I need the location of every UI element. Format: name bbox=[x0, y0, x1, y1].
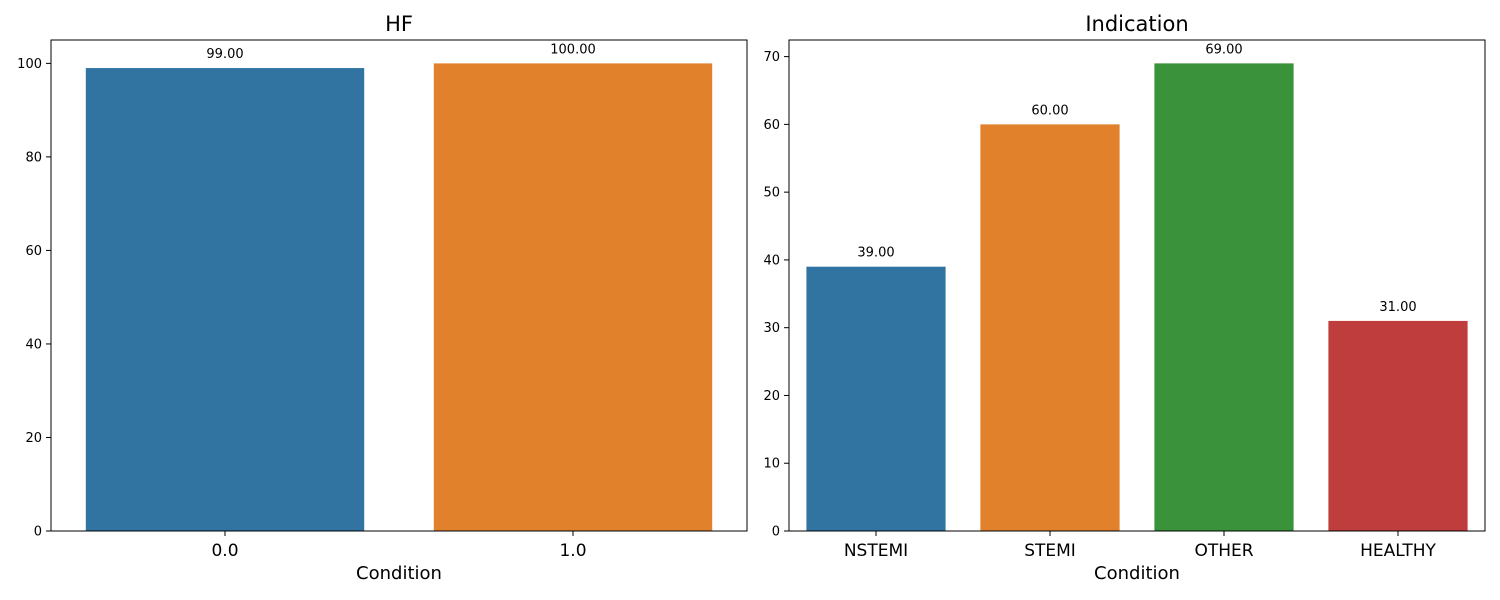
chart-hf: 99.00 0.0 100.00 1.0 0 20 40 60 80 100 HF Condition bbox=[17, 12, 748, 584]
y-tick-label: 60 bbox=[25, 244, 42, 259]
data-label: 99.00 bbox=[206, 47, 243, 62]
x-tick-label: OTHER bbox=[1194, 541, 1253, 561]
x-axis-label: Condition bbox=[1094, 563, 1180, 584]
y-tick-label: 20 bbox=[25, 431, 42, 446]
x-tick-label: 0.0 bbox=[211, 541, 238, 561]
y-tick-label: 0 bbox=[772, 525, 780, 540]
chart-title: HF bbox=[385, 12, 413, 36]
bar-stemi bbox=[980, 124, 1120, 531]
y-tick-label: 30 bbox=[763, 321, 780, 336]
x-tick-label: NSTEMI bbox=[844, 541, 908, 561]
bar-other bbox=[1154, 63, 1294, 531]
x-tick-label: HEALTHY bbox=[1360, 541, 1436, 561]
data-label: 31.00 bbox=[1379, 300, 1416, 315]
chart-indication: 39.00 NSTEMI 60.00 STEMI 69.00 OTHER 31.00 HEAL… bbox=[763, 12, 1486, 584]
y-tick-label: 80 bbox=[25, 150, 42, 165]
bar-nstemi bbox=[806, 266, 946, 531]
x-tick-label: STEMI bbox=[1024, 541, 1076, 561]
data-label: 39.00 bbox=[857, 246, 894, 261]
y-tick-label: 70 bbox=[763, 50, 780, 65]
chart-title: Indication bbox=[1085, 12, 1188, 36]
y-tick-label: 60 bbox=[763, 118, 780, 133]
plot-frame bbox=[788, 39, 1486, 532]
bar-healthy bbox=[1328, 320, 1468, 531]
y-tick-label: 0 bbox=[34, 525, 42, 540]
y-tick-label: 40 bbox=[763, 253, 780, 268]
data-label: 100.00 bbox=[550, 42, 596, 57]
x-tick-label: 1.0 bbox=[559, 541, 586, 561]
bar-0-0 bbox=[85, 68, 365, 532]
data-label: 60.00 bbox=[1031, 103, 1068, 118]
x-axis-label: Condition bbox=[356, 563, 442, 584]
data-label: 69.00 bbox=[1205, 42, 1242, 57]
y-tick-label: 10 bbox=[763, 457, 780, 472]
y-tick-label: 40 bbox=[25, 337, 42, 352]
bar-1-0 bbox=[433, 63, 713, 531]
y-tick-label: 100 bbox=[17, 57, 42, 72]
y-tick-label: 50 bbox=[763, 186, 780, 201]
plot-frame bbox=[50, 39, 748, 532]
y-tick-label: 20 bbox=[763, 389, 780, 404]
